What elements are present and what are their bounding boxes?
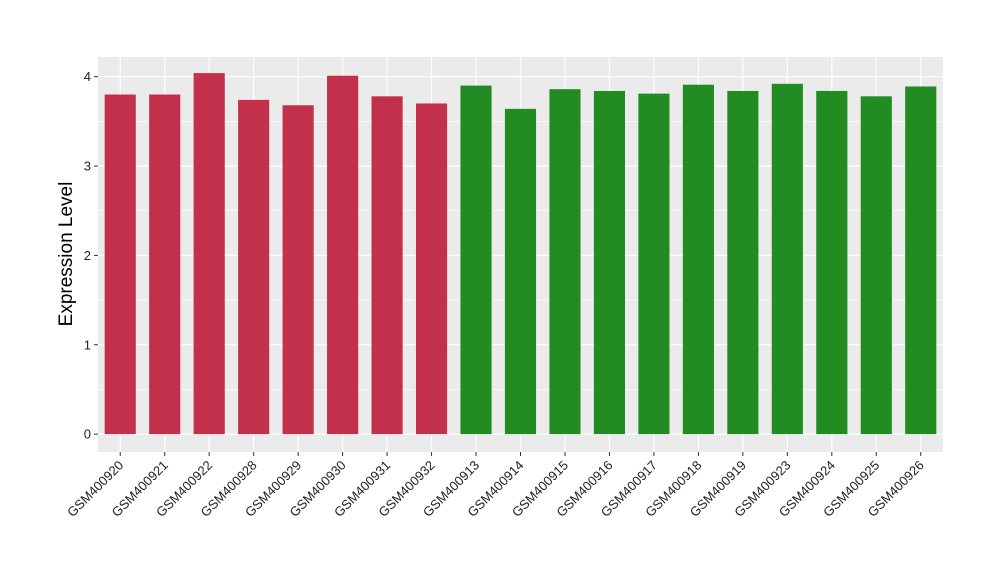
bar-GSM400930 [327, 75, 359, 435]
bar-GSM400918 [682, 84, 714, 435]
y-axis-title: Expression Level [56, 182, 77, 327]
bar-GSM400915 [549, 89, 581, 435]
bar-GSM400929 [282, 105, 314, 435]
y-axis: 0 1 2 3 4 [84, 69, 98, 442]
bar-GSM400916 [593, 90, 626, 435]
bar-GSM400913 [460, 85, 492, 435]
y-tick-label: 2 [84, 248, 91, 263]
bar-GSM400931 [371, 96, 403, 435]
bar-GSM400919 [727, 90, 759, 435]
bar-GSM400932 [415, 103, 448, 435]
bar-GSM400922 [193, 73, 225, 435]
bars [104, 73, 937, 435]
bar-GSM400920 [104, 94, 136, 435]
y-tick-label: 3 [84, 159, 91, 174]
bar-GSM400923 [771, 83, 803, 435]
x-axis: GSM400920GSM400921GSM400922GSM400928GSM4… [64, 452, 927, 520]
bar-GSM400925 [860, 96, 892, 435]
bar-GSM400921 [149, 94, 181, 435]
bar-GSM400917 [638, 93, 670, 435]
y-tick-label: 4 [84, 69, 91, 84]
y-tick-label: 0 [84, 427, 91, 442]
bar-GSM400914 [504, 108, 537, 435]
bar-GSM400928 [238, 99, 270, 435]
y-tick-label: 1 [84, 337, 91, 352]
bar-GSM400924 [816, 90, 848, 435]
bar-GSM400926 [905, 86, 937, 435]
